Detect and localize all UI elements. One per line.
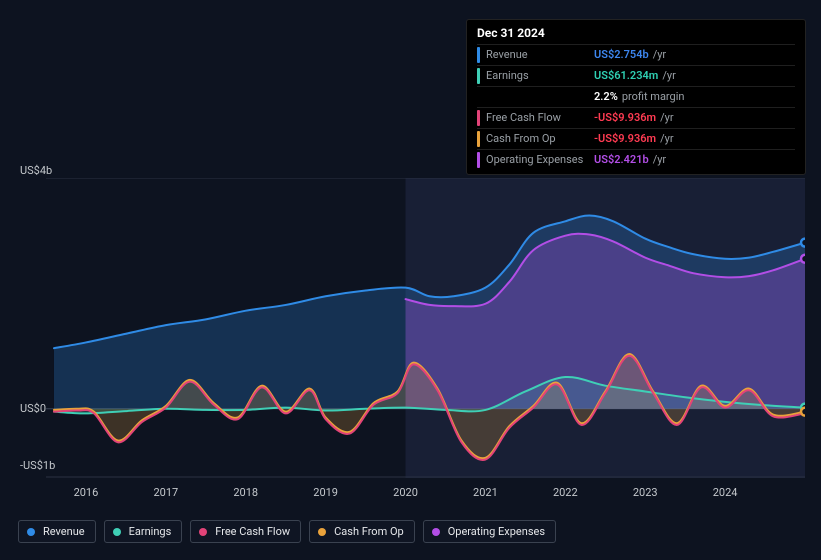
x-tick-label: 2019 xyxy=(313,486,338,499)
tooltip-row-earnings: EarningsUS$61.234m/yr xyxy=(477,65,795,86)
x-tick-label: 2017 xyxy=(153,486,178,499)
legend-item-earnings[interactable]: Earnings xyxy=(104,520,183,543)
x-tick-label: 2024 xyxy=(713,486,738,499)
financials-chart xyxy=(16,178,805,478)
legend-label: Operating Expenses xyxy=(448,525,545,538)
tooltip-row-margin: 2.2%profit margin xyxy=(477,86,795,107)
tooltip-row-fcf: Free Cash Flow-US$9.936m/yr xyxy=(477,107,795,128)
x-tick-label: 2018 xyxy=(233,486,258,499)
tooltip-row-revenue: RevenueUS$2.754b/yr xyxy=(477,44,795,65)
chart-tooltip: Dec 31 2024 RevenueUS$2.754b/yrEarningsU… xyxy=(466,19,806,175)
x-tick-label: 2020 xyxy=(393,486,418,499)
legend-item-cashop[interactable]: Cash From Op xyxy=(309,520,415,543)
legend-label: Earnings xyxy=(129,525,172,538)
revenue-dot-icon xyxy=(27,528,35,536)
legend-label: Cash From Op xyxy=(334,525,404,538)
legend-item-revenue[interactable]: Revenue xyxy=(18,520,96,543)
chart-legend: Revenue Earnings Free Cash Flow Cash From O… xyxy=(18,520,556,543)
legend-label: Revenue xyxy=(43,525,85,538)
cashop-dot-icon xyxy=(318,528,326,536)
x-tick-label: 2022 xyxy=(553,486,578,499)
legend-item-opex[interactable]: Operating Expenses xyxy=(423,520,556,543)
tooltip-row-cashop: Cash From Op-US$9.936m/yr xyxy=(477,128,795,149)
legend-label: Free Cash Flow xyxy=(215,525,290,538)
x-tick-label: 2023 xyxy=(633,486,658,499)
opex-dot-icon xyxy=(432,528,440,536)
tooltip-date: Dec 31 2024 xyxy=(477,26,795,40)
chart-area xyxy=(16,178,805,478)
y-tick-label: US$4b xyxy=(20,164,52,177)
y-tick-label: -US$1b xyxy=(20,459,55,472)
legend-item-fcf[interactable]: Free Cash Flow xyxy=(190,520,301,543)
earnings-dot-icon xyxy=(113,528,121,536)
y-tick-label: US$0 xyxy=(20,402,46,415)
fcf-dot-icon xyxy=(199,528,207,536)
x-tick-label: 2021 xyxy=(473,486,498,499)
tooltip-row-opex: Operating ExpensesUS$2.421b/yr xyxy=(477,149,795,170)
x-tick-label: 2016 xyxy=(74,486,99,499)
